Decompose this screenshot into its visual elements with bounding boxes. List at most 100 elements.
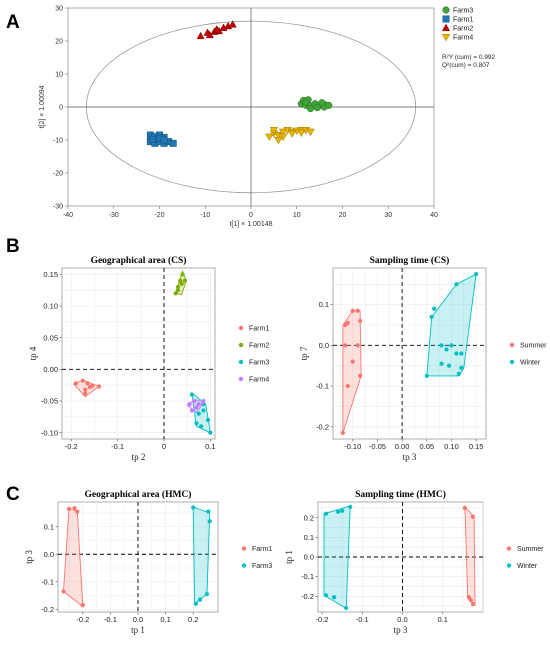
data-point (470, 514, 476, 519)
chart-c-right: -0.2 -0.1 0.0 0.1 -0.2 -0.1 0.0 0.1 0.2 Sampling … (284, 489, 544, 635)
y-tick-label: -0.1 (301, 572, 314, 581)
data-point (274, 136, 283, 145)
data-point (189, 392, 194, 397)
data-point (194, 421, 199, 426)
data-point (66, 506, 72, 511)
data-point (439, 361, 444, 366)
x-tick-label: -40 (63, 212, 73, 219)
data-point (474, 272, 479, 277)
data-point (83, 391, 88, 396)
y-tick-label: 0.0 (304, 553, 314, 562)
group-hull (192, 506, 211, 605)
legend-marker (442, 6, 450, 14)
x-tick-label: -0.10 (344, 442, 361, 451)
legend-marker (238, 342, 244, 348)
legend-label: Farm2 (453, 26, 473, 33)
data-point (429, 314, 434, 319)
panel-label-a: A (6, 12, 20, 33)
data-point (302, 98, 310, 106)
y-axis-label: tp 7 (299, 346, 309, 360)
legend-label: Farm4 (453, 35, 473, 42)
y-tick-label: 0.1 (319, 300, 329, 309)
data-point (201, 408, 206, 413)
x-tick-label: 0 (249, 212, 253, 219)
legend-label: Farm1 (252, 546, 272, 553)
series-farm2 (196, 20, 237, 40)
data-point (72, 505, 77, 511)
data-point (297, 129, 306, 138)
y-tick-label: -0.2 (301, 592, 314, 601)
data-point (75, 509, 80, 514)
data-point (196, 402, 201, 407)
data-point (80, 603, 85, 608)
model-stat: Q²(cum) = 0.807 (442, 62, 490, 69)
x-tick-label: 0.2 (188, 615, 198, 624)
legend-marker (509, 342, 515, 348)
data-point (160, 136, 168, 144)
legend-label: Farm3 (453, 8, 473, 15)
legend-marker (241, 563, 247, 568)
chart-b-left: -0.2 -0.1 0 0.1-0.10-0.050.000.050.100.15Ge… (28, 255, 269, 462)
data-point (212, 25, 221, 33)
data-point (358, 373, 363, 378)
y-tick-label: -0.1 (41, 577, 54, 586)
x-axis-label: tp 3 (403, 452, 417, 462)
data-point (196, 411, 201, 416)
y-tick-label: 0.1 (304, 533, 314, 542)
x-tick-label: 20 (339, 212, 347, 219)
series-winter (424, 272, 479, 378)
data-point (340, 508, 345, 513)
data-point (468, 598, 474, 603)
legend-label: Winter (520, 360, 541, 367)
legend-label: Farm3 (249, 360, 269, 367)
y-tick-label: 10 (55, 72, 63, 79)
data-point (459, 351, 464, 356)
data-point (287, 130, 297, 138)
legend-label: Winter (517, 563, 538, 570)
data-point (179, 281, 184, 286)
data-point (432, 306, 437, 311)
x-tick-label: -0.2 (65, 442, 78, 451)
data-point (197, 597, 203, 602)
group-hull (464, 505, 476, 607)
legend-label: Farm1 (249, 326, 269, 333)
data-point (191, 505, 196, 510)
x-tick-label: -0.2 (76, 615, 89, 624)
legend-marker (506, 563, 512, 568)
y-tick-label: -0.2 (41, 605, 54, 614)
x-tick-label: 0.05 (419, 442, 434, 451)
data-point (187, 402, 192, 407)
x-axis-label: tp 2 (132, 452, 146, 462)
data-point (208, 430, 213, 435)
data-point (313, 104, 321, 112)
legend-label: Farm1 (453, 17, 473, 24)
y-tick-label: -10 (53, 138, 63, 145)
x-tick-label: -10 (200, 212, 210, 219)
series-farm4 (265, 127, 315, 145)
x-tick-label: 40 (430, 212, 438, 219)
data-point (205, 30, 214, 39)
series-farm3 (191, 505, 212, 606)
legend-marker (441, 33, 451, 42)
x-tick-label: 0.0 (397, 615, 407, 624)
y-tick-label: 0.10 (43, 302, 58, 311)
y-axis-label: tp 1 (284, 550, 294, 564)
data-point (173, 291, 178, 296)
y-tick-label: 0.0 (44, 550, 54, 559)
chart-title: Sampling time (HMC) (355, 489, 446, 500)
data-point (344, 605, 349, 611)
data-point (454, 351, 459, 356)
legend-marker (238, 376, 244, 382)
data-point (318, 99, 326, 107)
data-point (80, 378, 85, 383)
data-point (201, 398, 206, 404)
data-point (323, 593, 329, 598)
chart-c-left: -0.2 -0.1 0.0 0.1 0.2 -0.2 -0.1 0.0 0.1 Geographi… (24, 489, 272, 635)
y-tick-label: 0.00 (43, 365, 58, 374)
data-point (355, 343, 360, 348)
data-point (228, 20, 237, 28)
data-point (462, 505, 467, 510)
x-tick-label: 0 (162, 442, 166, 451)
data-point (73, 381, 79, 386)
data-point (323, 511, 329, 516)
